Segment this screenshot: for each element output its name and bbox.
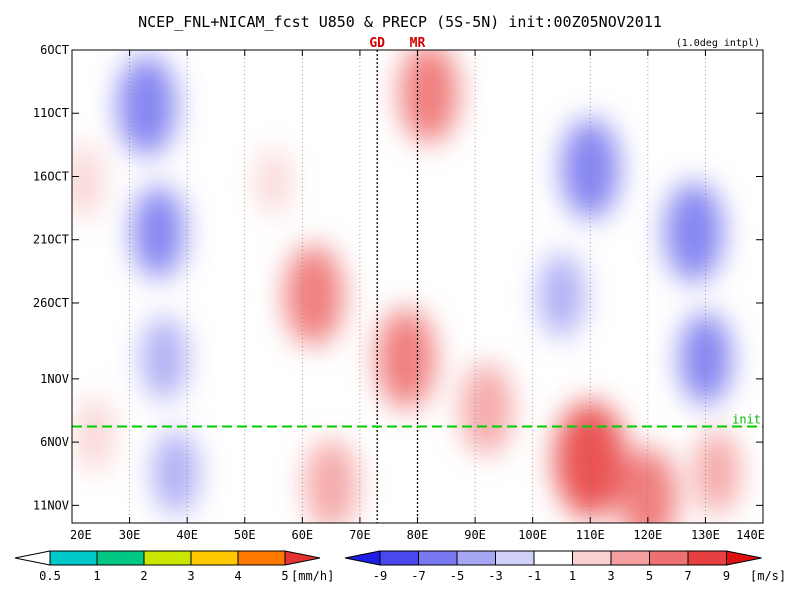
y-tick-label: 16OCT	[33, 169, 69, 183]
y-tick-label: 1NOV	[40, 372, 69, 386]
u850-field	[72, 50, 740, 523]
y-tick-label: 6OCT	[40, 43, 69, 57]
u850-colorbar-segment	[572, 550, 612, 566]
x-tick-label: 100E	[518, 528, 547, 542]
x-tick-label: 90E	[464, 528, 486, 542]
precip-colorbar-segment	[284, 550, 321, 566]
u850-colorbar-label: -7	[411, 569, 425, 583]
x-tick-label: 110E	[576, 528, 605, 542]
x-tick-label: 20E	[70, 528, 92, 542]
u850-region	[75, 396, 115, 473]
u850-colorbar-label: 7	[684, 569, 691, 583]
u850-region	[664, 182, 724, 283]
chart-title: NCEP_FNL+NICAM_fcst U850 & PRECP (5S-5N)…	[138, 13, 662, 31]
x-axis: 20E 30E 40E 50E 60E 70E 80E 90E 100E 110E 120E 130E…	[70, 50, 765, 542]
x-tick-label: 40E	[176, 528, 198, 542]
u850-colorbar-label: -9	[373, 569, 387, 583]
u850-region	[72, 143, 104, 220]
u850-region	[132, 186, 185, 279]
u850-colorbar-label: 3	[607, 569, 614, 583]
precip-colorbar-label: 3	[187, 569, 194, 583]
u850-colorbar-segment	[456, 550, 496, 566]
u850-region	[284, 245, 344, 346]
u850-colorbar: -9 -7 -5 -3 -1 1 3 5 7 9 [m/s]	[344, 550, 786, 583]
x-tick-label: 120E	[633, 528, 662, 542]
precip-colorbar-unit: [mm/h]	[291, 569, 334, 583]
u850-region	[561, 118, 620, 219]
init-label: init	[732, 412, 761, 426]
site-marker-labels: GD MR	[369, 36, 425, 51]
u850-colorbar-segment	[726, 550, 762, 566]
u850-colorbar-label: 1	[569, 569, 576, 583]
u850-region	[554, 401, 626, 518]
x-tick-label: 50E	[234, 528, 256, 542]
u850-colorbar-label: -3	[488, 569, 502, 583]
u850-colorbar-segment	[649, 550, 689, 566]
u850-colorbar-segment	[418, 550, 458, 566]
plot-area	[72, 50, 763, 523]
u850-region	[257, 147, 290, 216]
u850-colorbar-unit: [m/s]	[750, 569, 786, 583]
precip-colorbar-label: 0.5	[39, 569, 61, 583]
u850-region	[538, 253, 585, 338]
precip-colorbar-segment	[49, 550, 98, 566]
precip-colorbar-label: 2	[140, 569, 147, 583]
u850-colorbar-segment	[495, 550, 535, 566]
u850-colorbar-segment	[687, 550, 727, 566]
precip-colorbar-segment	[190, 550, 239, 566]
x-tick-label: 80E	[407, 528, 429, 542]
u850-colorbar-label: 5	[646, 569, 653, 583]
x-tick-label: 30E	[119, 528, 141, 542]
y-axis: 6OCT 11OCT 16OCT 21OCT 26OCT 1NOV 6NOV 11NOV	[33, 43, 763, 512]
u850-colorbar-segment	[379, 550, 419, 566]
y-tick-label: 21OCT	[33, 233, 69, 247]
interpolation-note: (1.0deg intpl)	[676, 38, 760, 49]
u850-region	[376, 308, 436, 409]
y-tick-label: 11NOV	[33, 498, 69, 512]
u850-region	[399, 50, 459, 143]
precip-colorbar-label: 4	[234, 569, 241, 583]
marker-label: GD	[369, 36, 385, 51]
u850-colorbar-segment	[533, 550, 573, 566]
precip-colorbar: 0.5 1 2 3 4 5 [mm/h]	[14, 550, 334, 583]
precip-colorbar-segment	[143, 550, 192, 566]
u850-colorbar-segment	[610, 550, 650, 566]
x-tick-label: 140E	[736, 528, 765, 542]
u850-region	[152, 430, 199, 515]
u850-colorbar-label: 9	[723, 569, 730, 583]
precip-colorbar-label: 5	[281, 569, 288, 583]
y-tick-label: 6NOV	[40, 435, 69, 449]
u850-colorbar-label: -1	[527, 569, 541, 583]
y-tick-label: 11OCT	[33, 106, 69, 120]
x-tick-label: 130E	[691, 528, 720, 542]
u850-region	[141, 316, 187, 401]
x-tick-label: 70E	[349, 528, 371, 542]
u850-region	[618, 447, 678, 523]
u850-region	[694, 430, 740, 515]
precip-colorbar-segment	[237, 550, 286, 566]
marker-label: MR	[410, 36, 426, 51]
u850-region	[305, 439, 358, 523]
u850-region	[117, 55, 177, 156]
x-tick-label: 60E	[291, 528, 313, 542]
precip-colorbar-segment	[14, 550, 51, 566]
u850-colorbar-label: -5	[450, 569, 464, 583]
u850-colorbar-segment	[344, 550, 381, 566]
y-tick-label: 26OCT	[33, 296, 69, 310]
precip-colorbar-label: 1	[93, 569, 100, 583]
site-marker-lines	[376, 50, 419, 523]
u850-region	[460, 363, 513, 456]
precip-colorbar-segment	[96, 550, 145, 566]
